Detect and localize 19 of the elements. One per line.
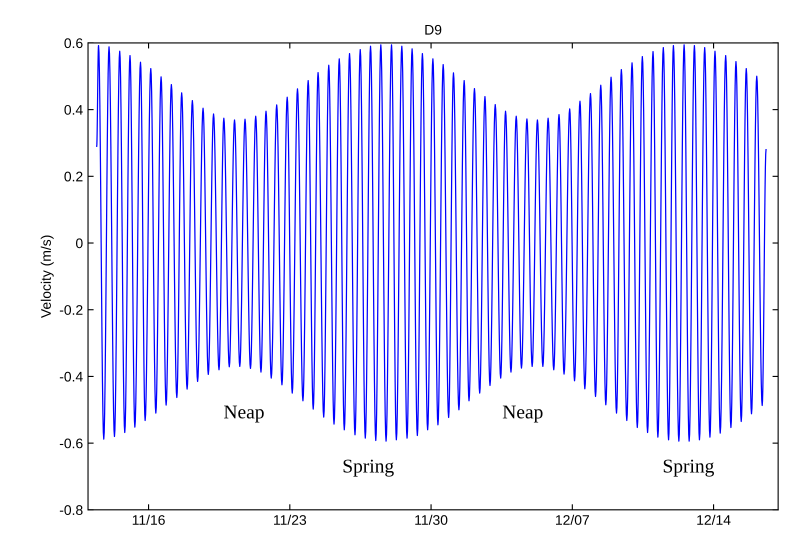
y-tick-label: 0.2 <box>64 172 82 182</box>
y-tick-label: 0 <box>76 238 83 248</box>
annotation: Neap <box>224 406 264 422</box>
chart-title: D9 <box>425 24 442 35</box>
annotation: Spring <box>664 460 714 477</box>
y-tick-label: 0.4 <box>64 104 83 115</box>
x-tick-label: 11/16 <box>132 514 165 525</box>
x-tick-label: 12/14 <box>697 514 731 525</box>
annotation: Spring <box>344 460 394 477</box>
y-tick-label: -0.4 <box>60 372 83 382</box>
y-axis-title: Velocity (m/s) <box>40 236 54 318</box>
y-tick-label: -0.6 <box>60 438 83 448</box>
y-tick-label: -0.2 <box>60 305 82 315</box>
y-tick-label: 0.6 <box>64 38 83 48</box>
x-tick-label: 11/30 <box>415 514 448 525</box>
x-tick-label: 11/23 <box>274 514 306 525</box>
x-tick-label: 12/07 <box>556 514 589 525</box>
annotation: Neap <box>502 406 543 422</box>
y-tick-label: -0.8 <box>60 505 83 516</box>
